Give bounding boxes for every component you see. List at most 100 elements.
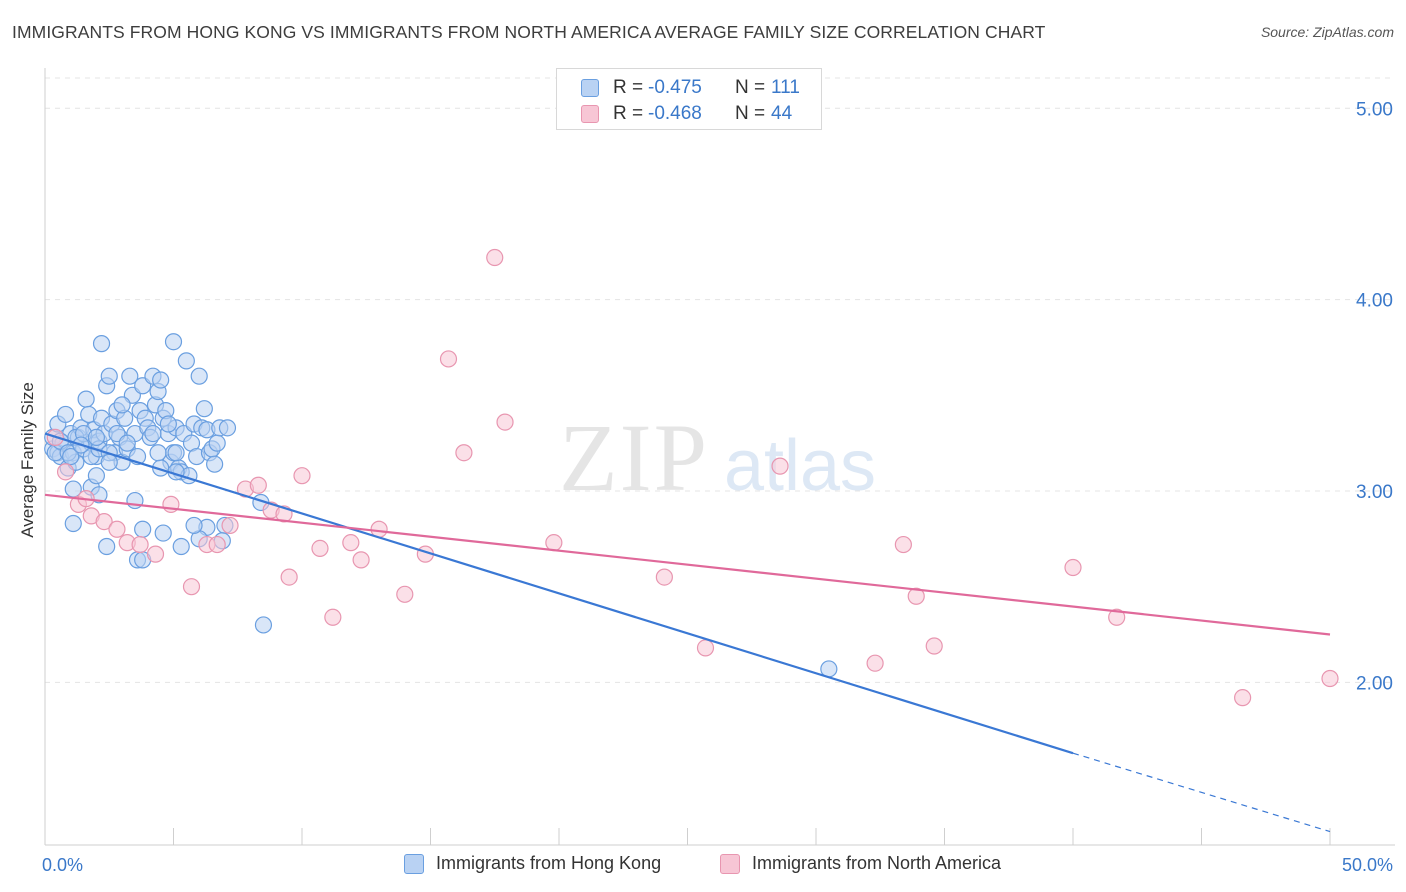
data-point (185, 516, 203, 535)
data-point (100, 367, 118, 385)
data-point (121, 367, 139, 385)
data-point (311, 539, 329, 557)
legend-swatch-north-america (581, 105, 599, 123)
n-value: 111 (771, 77, 800, 98)
data-point (172, 537, 190, 556)
gridlines (45, 77, 1395, 683)
series-hong-kong (44, 333, 838, 678)
source-label: Source: ZipAtlas.com (1260, 24, 1394, 40)
data-point (131, 535, 149, 554)
data-point (1108, 608, 1126, 626)
data-point (486, 248, 504, 267)
data-point (87, 428, 106, 447)
data-point (324, 608, 342, 626)
legend-swatch-hong-kong (581, 79, 599, 97)
y-tick-label: 3.00 (1356, 482, 1393, 503)
data-point (771, 457, 789, 475)
data-point (146, 545, 165, 563)
data-point (439, 350, 458, 368)
data-point (62, 447, 80, 466)
data-point (92, 335, 111, 353)
y-axis-label: Average Family Size (18, 382, 37, 538)
r-value: -0.468 (648, 103, 702, 124)
y-tick-label: 4.00 (1356, 291, 1393, 312)
trend-lines (44, 432, 1331, 833)
data-point (149, 444, 167, 462)
data-point (195, 400, 213, 418)
data-point (190, 367, 208, 385)
data-point (208, 434, 226, 452)
data-point (98, 537, 116, 556)
legend-label-north-america: Immigrants from North America (752, 853, 1002, 873)
data-point (87, 467, 106, 485)
data-point (1064, 558, 1082, 577)
data-point (396, 585, 414, 603)
data-point (159, 415, 177, 433)
trend-line (44, 493, 1331, 636)
data-point (455, 444, 473, 462)
data-point (164, 333, 183, 351)
data-point (134, 520, 152, 538)
data-point (95, 513, 113, 531)
trend-line (44, 432, 1074, 755)
n-value: 44 (771, 103, 793, 124)
x-tick-label: 50.0% (1342, 855, 1393, 875)
stats-legend: R = -0.475 N = 111 R = -0.468 N = 44 (556, 68, 822, 130)
watermark-zip: ZIP (559, 404, 709, 511)
watermark-atlas: atlas (724, 426, 876, 506)
n-label: N = (735, 103, 766, 124)
data-point (144, 424, 162, 443)
data-point (342, 534, 360, 552)
data-point (64, 514, 82, 533)
legend-label-hong-kong: Immigrants from Hong Kong (436, 853, 662, 873)
y-tick-label: 2.00 (1356, 673, 1393, 694)
trend-line-extension (1072, 752, 1331, 833)
data-point (56, 463, 75, 481)
data-point (154, 524, 172, 542)
data-point (206, 455, 224, 473)
legend-swatch-hong-kong (404, 854, 424, 874)
data-point (866, 654, 884, 672)
data-point (496, 413, 514, 431)
r-value: -0.475 (648, 77, 702, 98)
stats-legend-row-hong-kong: R = -0.475 N = 111 (557, 75, 821, 101)
data-point (218, 419, 237, 437)
data-point (152, 371, 170, 389)
data-point (254, 616, 273, 634)
data-point (655, 568, 673, 586)
data-point (1234, 689, 1252, 707)
data-point (167, 444, 185, 462)
watermark: ZIP atlas (559, 404, 876, 511)
axes (44, 68, 1395, 846)
data-point (907, 587, 925, 605)
data-point (221, 516, 239, 535)
data-point (108, 520, 126, 538)
y-tick-labels: 2.00 3.00 4.00 5.00 (1356, 99, 1393, 694)
data-point (1321, 669, 1339, 688)
data-point (280, 568, 298, 586)
data-point (249, 476, 267, 494)
n-label: N = (735, 77, 766, 98)
data-point (118, 434, 136, 452)
data-point (100, 453, 118, 471)
chart-title: IMMIGRANTS FROM HONG KONG VS IMMIGRANTS … (12, 22, 1046, 42)
data-point (56, 405, 75, 424)
y-tick-label: 5.00 (1356, 99, 1393, 120)
r-label: R = (613, 77, 644, 98)
data-point (208, 535, 226, 554)
stats-legend-row-north-america: R = -0.468 N = 44 (557, 101, 821, 127)
data-point (545, 534, 563, 552)
data-point (696, 639, 715, 657)
r-label: R = (613, 103, 644, 124)
data-point (352, 551, 370, 569)
data-point (894, 535, 912, 554)
x-tick-labels: 0.0% 50.0% (42, 855, 1393, 875)
legend-swatch-north-america (720, 854, 740, 874)
data-point (113, 396, 131, 414)
data-point (293, 467, 311, 485)
data-point (925, 637, 943, 655)
x-tick-label: 0.0% (42, 855, 83, 875)
data-point (77, 390, 95, 408)
data-point (182, 578, 201, 596)
